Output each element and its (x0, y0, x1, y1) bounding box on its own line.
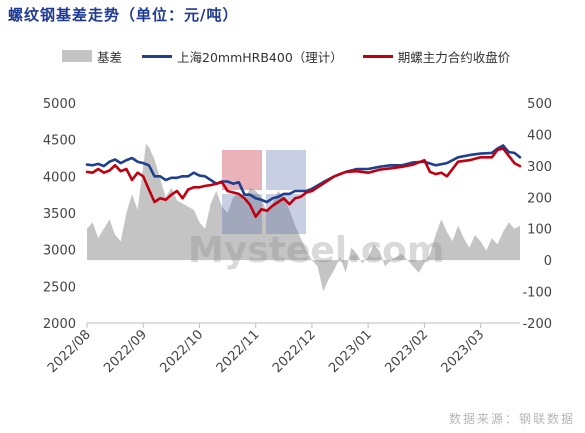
y-left-tick-label: 3000 (43, 244, 76, 259)
y-right-tick-label: 100 (527, 223, 552, 238)
y-right-tick-label: 500 (527, 97, 552, 112)
y-right-tick-label: 300 (527, 160, 552, 175)
x-tick-label: 2022/12 (270, 327, 319, 376)
legend-item-basis: 基差 (62, 47, 122, 66)
x-tick-label: 2022/09 (101, 327, 150, 376)
basis-area (87, 143, 520, 292)
y-right-tick-label: 0 (544, 254, 552, 269)
legend-label-spot: 上海20mmHRB400（理计） (177, 49, 343, 65)
legend-item-spot: 上海20mmHRB400（理计） (142, 47, 343, 66)
futures-price-line (85, 147, 522, 218)
watermark-logo (222, 150, 306, 234)
y-left-tick-label: 2500 (43, 280, 76, 295)
y-right-tick-label: -200 (522, 317, 552, 332)
x-tick-label: 2023/01 (326, 327, 375, 376)
y-left-tick-label: 5000 (43, 97, 76, 112)
y-left-tick-label: 3500 (43, 207, 76, 222)
x-tick-label: 2022/08 (45, 327, 94, 376)
y-right-tick-label: 400 (527, 128, 552, 143)
y-left-tick-label: 4500 (43, 134, 76, 149)
x-tick-label: 2023/02 (382, 327, 431, 376)
spot-price-line (85, 144, 522, 204)
watermark-text: Mysteel.com (188, 230, 444, 271)
legend-label-futures: 期螺主力合约收盘价 (397, 49, 511, 65)
legend-swatch-futures (362, 54, 393, 58)
chart-title: 螺纹钢基差走势（单位：元/吨） (8, 6, 239, 24)
legend: 基差 上海20mmHRB400（理计） 期螺主力合约收盘价 (62, 46, 530, 66)
x-tick-label: 2022/11 (214, 327, 263, 376)
y-left-tick-label: 2000 (43, 317, 76, 332)
source-note: 数据来源：钢联数据 (448, 412, 575, 426)
x-tick-label: 2022/10 (157, 327, 206, 376)
x-tick-label: 2023/03 (439, 327, 488, 376)
line-series-layer (85, 144, 522, 218)
y-right-tick-label: -100 (522, 286, 552, 301)
legend-item-futures: 期螺主力合约收盘价 (362, 47, 511, 66)
watermark: Mysteel.com (188, 150, 444, 271)
y-right-tick-label: 200 (527, 191, 552, 206)
basis-area-layer (87, 143, 520, 292)
legend-swatch-spot (142, 54, 173, 58)
y-left-tick-label: 4000 (43, 170, 76, 185)
legend-swatch-basis (62, 50, 92, 62)
legend-label-basis: 基差 (97, 49, 123, 65)
